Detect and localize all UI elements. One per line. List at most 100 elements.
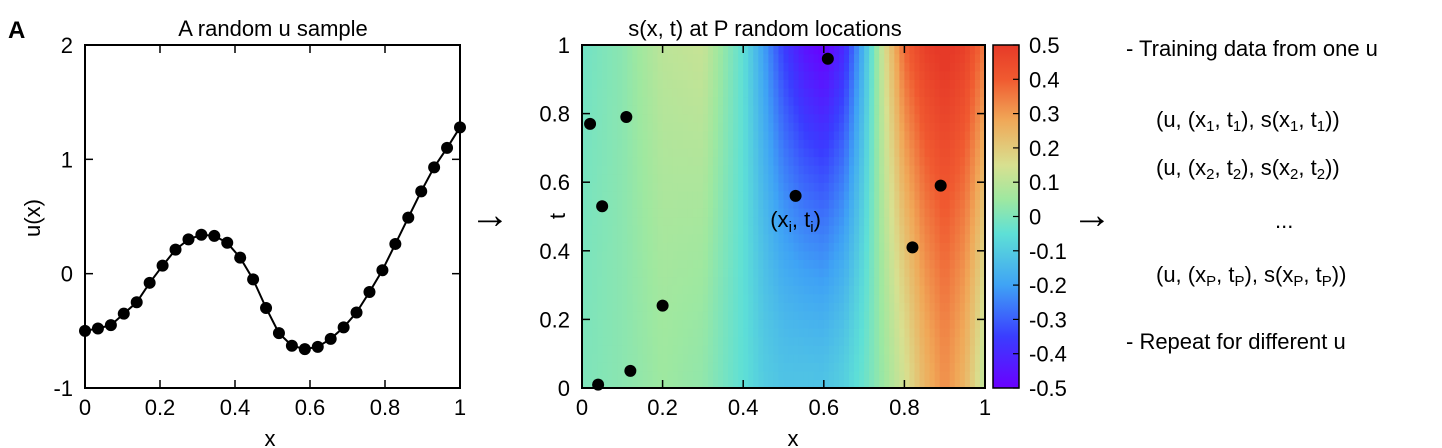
heatmap-cell	[733, 319, 739, 329]
heatmap-cell	[798, 207, 805, 218]
heatmap-cell	[843, 182, 850, 192]
heatmap-cell	[803, 250, 810, 260]
heatmap-cell	[622, 345, 628, 355]
heatmap-cell	[627, 379, 633, 388]
heatmap-cell	[607, 267, 613, 278]
heatmap-cell	[597, 216, 603, 226]
heatmap-cell	[904, 156, 911, 166]
heatmap-cell	[909, 45, 916, 55]
heatmap-cell	[607, 105, 613, 115]
heatmap-cell	[652, 370, 659, 381]
heatmap-cell	[889, 216, 895, 226]
sample-point	[596, 200, 609, 213]
heatmap-cell	[859, 45, 865, 55]
x-tick-label: 1	[979, 395, 991, 420]
heatmap-cell	[582, 113, 588, 123]
heatmap-cell	[813, 327, 820, 338]
heatmap-cell	[969, 353, 976, 363]
heatmap-cell	[632, 379, 639, 388]
heatmap-cell	[944, 122, 951, 132]
heatmap-cell	[632, 70, 639, 80]
heatmap-cell	[974, 276, 981, 286]
heatmap-cell	[793, 250, 800, 260]
heatmap-cell	[944, 379, 951, 388]
heatmap-cell	[622, 156, 628, 166]
heatmap-cell	[637, 45, 644, 55]
heatmap-cell	[979, 87, 985, 98]
heatmap-cell	[954, 130, 961, 140]
heatmap-cell	[702, 182, 709, 192]
heatmap-cell	[959, 225, 966, 235]
heatmap-cell	[607, 319, 613, 329]
y-tick-label: 0.4	[539, 239, 570, 264]
heatmap-cell	[778, 70, 785, 80]
heatmap-cell	[848, 122, 855, 132]
heatmap-cell	[672, 156, 679, 166]
heatmap-cell	[813, 345, 820, 355]
heatmap-cell	[733, 267, 739, 278]
heatmap-cell	[763, 147, 769, 158]
heatmap-cell	[738, 302, 744, 312]
heatmap-cell	[667, 139, 674, 149]
heatmap-cell	[974, 96, 981, 106]
heatmap-cell	[768, 276, 775, 286]
heatmap-cell	[637, 250, 644, 260]
heatmap-cell	[929, 105, 936, 115]
heatmap-cell	[879, 173, 885, 183]
heatmap-cell	[864, 336, 870, 346]
heatmap-cell	[622, 130, 628, 140]
heatmap-cell	[869, 216, 875, 226]
heatmap-cell	[738, 79, 744, 89]
heatmap-cell	[743, 130, 749, 140]
heatmap-cell	[647, 122, 654, 132]
heatmap-cell	[874, 70, 880, 80]
heatmap-cell	[823, 70, 830, 80]
heatmap-cell	[864, 156, 870, 166]
heatmap-cell	[949, 113, 956, 123]
heatmap-cell	[959, 319, 966, 329]
heatmap-cell	[979, 165, 985, 175]
heatmap-cell	[979, 267, 985, 278]
heatmap-cell	[682, 96, 689, 106]
heatmap-cell	[788, 225, 795, 235]
heatmap-cell	[672, 173, 679, 183]
heatmap-cell	[919, 379, 926, 388]
heatmap-cell	[602, 345, 608, 355]
heatmap-cell	[662, 362, 669, 372]
heatmap-cell	[748, 293, 754, 303]
heatmap-cell	[859, 156, 865, 166]
heatmap-cell	[838, 190, 845, 200]
heatmap-cell	[617, 216, 623, 226]
heatmap-cell	[803, 267, 810, 278]
heatmap-cell	[652, 233, 659, 243]
heatmap-cell	[647, 139, 654, 149]
heatmap-cell	[627, 319, 633, 329]
heatmap-cell	[773, 225, 780, 235]
heatmap-cell	[909, 216, 916, 226]
heatmap-cell	[592, 319, 598, 329]
heatmap-cell	[869, 259, 875, 269]
heatmap-cell	[939, 53, 946, 63]
heatmap-cell	[672, 233, 679, 243]
heatmap-cell	[843, 53, 850, 63]
heatmap-cell	[748, 96, 754, 106]
heatmap-cell	[597, 53, 603, 63]
heatmap-cell	[944, 225, 951, 235]
heatmap-cell	[949, 45, 956, 55]
heatmap-cell	[617, 345, 623, 355]
heatmap-cell	[979, 319, 985, 329]
heatmap-cell	[944, 113, 951, 123]
heatmap-cell	[833, 62, 840, 72]
heatmap-cell	[919, 233, 926, 243]
heatmap-cell	[743, 70, 749, 80]
heatmap-x-axis-label: x	[788, 426, 799, 448]
heatmap-cell	[828, 216, 835, 226]
heatmap-cell	[672, 216, 679, 226]
heatmap-cell	[934, 302, 941, 312]
heatmap-cell	[667, 182, 674, 192]
heatmap-cell	[718, 62, 724, 72]
heatmap-cell	[702, 293, 709, 303]
heatmap-cell	[582, 199, 588, 209]
heatmap-cell	[788, 233, 795, 243]
heatmap-cell	[627, 96, 633, 106]
